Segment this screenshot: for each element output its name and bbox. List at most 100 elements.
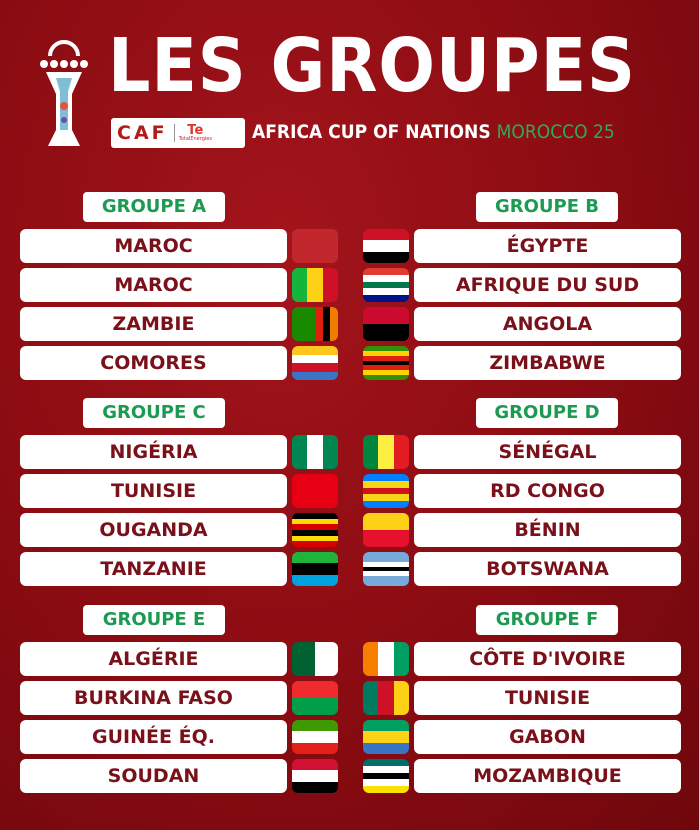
south-africa-flag-icon xyxy=(363,268,409,302)
flag-stripe xyxy=(292,229,338,263)
flag-stripe xyxy=(363,480,409,488)
flag-stripe xyxy=(363,474,409,481)
flag-stripe xyxy=(292,307,300,341)
flag-stripe xyxy=(363,229,409,241)
flag-stripe xyxy=(299,307,308,341)
flag-stripe xyxy=(363,365,409,371)
team-name: BOTSWANA xyxy=(414,552,681,586)
flag-stripe xyxy=(292,759,338,771)
group-header: GROUPE E xyxy=(83,605,225,635)
team-name: RD CONGO xyxy=(414,474,681,508)
tanzania-flag-icon xyxy=(292,552,338,586)
flag-stripe xyxy=(292,770,338,782)
comoros-flag-icon xyxy=(292,346,338,380)
flag-stripe xyxy=(378,681,394,715)
flag-stripe xyxy=(363,274,409,282)
trophy-logo xyxy=(40,40,88,146)
flag-stripe xyxy=(292,742,338,754)
flag-stripe xyxy=(292,518,338,525)
group-header: GROUPE F xyxy=(476,605,618,635)
flag-stripe xyxy=(363,581,409,586)
flag-stripe xyxy=(363,240,409,252)
team-name: GABON xyxy=(414,720,681,754)
flag-stripe xyxy=(363,759,409,766)
team-name: BÉNIN xyxy=(414,513,681,547)
group-header: GROUPE B xyxy=(476,192,618,222)
flag-stripe xyxy=(363,681,379,715)
flag-stripe xyxy=(363,251,409,263)
sponsor-name: TotalEnergies xyxy=(178,136,212,142)
edition: MOROCCO 25 xyxy=(496,121,615,143)
team-name: SOUDAN xyxy=(20,759,287,793)
team-name: ALGÉRIE xyxy=(20,642,287,676)
mozambique-flag-icon xyxy=(363,759,409,793)
flag-stripe xyxy=(292,698,338,715)
flag-stripe xyxy=(363,576,409,582)
flag-stripe xyxy=(363,370,409,376)
flag-stripe xyxy=(363,552,409,557)
flag-stripe xyxy=(292,535,338,542)
flag-stripe xyxy=(315,307,323,341)
flag-stripe xyxy=(363,642,379,676)
sudan-flag-icon xyxy=(292,759,338,793)
team-name: OUGANDA xyxy=(20,513,287,547)
flag-stripe xyxy=(363,513,409,530)
flag-stripe xyxy=(292,513,338,519)
flag-stripe xyxy=(363,295,409,302)
flag-stripe xyxy=(292,363,338,372)
flag-stripe xyxy=(378,642,394,676)
flag-stripe xyxy=(292,552,338,564)
flag-stripe xyxy=(292,346,338,355)
group-header: GROUPE C xyxy=(83,398,225,428)
benin-flag-icon xyxy=(363,513,409,547)
team-name: MAROC xyxy=(20,268,287,302)
flag-stripe xyxy=(363,494,409,502)
flag-stripe xyxy=(307,307,316,341)
flag-stripe xyxy=(363,350,409,356)
flag-stripe xyxy=(363,288,409,296)
flag-stripe xyxy=(363,307,409,324)
flag-stripe xyxy=(292,642,315,676)
team-name: TANZANIE xyxy=(20,552,287,586)
flag-stripe xyxy=(363,346,409,351)
flag-stripe xyxy=(393,681,409,715)
flag-stripe xyxy=(363,324,409,341)
team-name: TUNISIE xyxy=(20,474,287,508)
dr-congo-flag-icon xyxy=(363,474,409,508)
algeria-flag-icon xyxy=(292,642,338,676)
flag-stripe xyxy=(292,563,338,575)
flag-stripe xyxy=(363,360,409,366)
totalenergies-mark-icon: Te xyxy=(187,123,204,138)
flag-stripe xyxy=(363,731,409,743)
flag-stripe xyxy=(292,781,338,793)
team-name: ZAMBIE xyxy=(20,307,287,341)
page-title: LES GROUPES xyxy=(108,23,636,109)
flag-stripe xyxy=(363,779,409,787)
totalenergies-logo: Te TotalEnergies xyxy=(173,123,212,142)
flag-stripe xyxy=(292,474,338,508)
group-header: GROUPE D xyxy=(476,398,618,428)
team-name: TUNISIE xyxy=(414,681,681,715)
team-name: NIGÉRIA xyxy=(20,435,287,469)
flag-stripe xyxy=(307,435,323,469)
flag-stripe xyxy=(363,435,379,469)
team-name: BURKINA FASO xyxy=(20,681,287,715)
morocco-flag-icon xyxy=(292,229,338,263)
flag-stripe xyxy=(315,642,338,676)
team-name: MAROC xyxy=(20,229,287,263)
team-name: AFRIQUE DU SUD xyxy=(414,268,681,302)
botswana-flag-icon xyxy=(363,552,409,586)
flag-stripe xyxy=(363,561,409,567)
flag-stripe xyxy=(393,642,409,676)
team-name: ÉGYPTE xyxy=(414,229,681,263)
caf-logo: CAF Te TotalEnergies xyxy=(111,118,245,148)
flag-stripe xyxy=(292,720,338,732)
flag-stripe xyxy=(363,530,409,547)
ivory-coast-flag-icon xyxy=(363,642,409,676)
flag-stripe xyxy=(292,371,338,380)
egypt-flag-icon xyxy=(363,229,409,263)
flag-stripe xyxy=(292,435,308,469)
burkina-faso-flag-icon xyxy=(292,681,338,715)
team-name: GUINÉE ÉQ. xyxy=(20,720,287,754)
flag-stripe xyxy=(322,435,338,469)
